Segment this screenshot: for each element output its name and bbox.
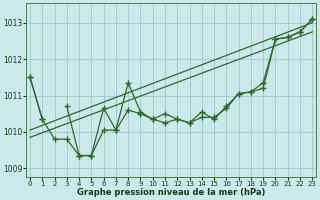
X-axis label: Graphe pression niveau de la mer (hPa): Graphe pression niveau de la mer (hPa): [77, 188, 265, 197]
